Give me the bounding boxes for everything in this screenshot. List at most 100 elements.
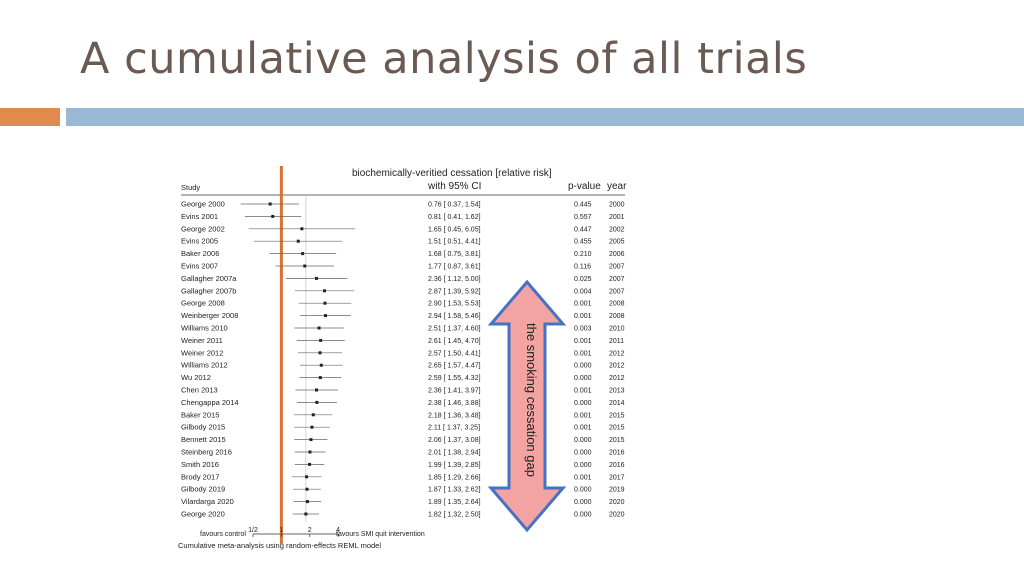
- point-estimate: [315, 388, 319, 392]
- double-arrow-icon: [487, 279, 567, 533]
- slide-title: A cumulative analysis of all trials: [80, 34, 808, 84]
- point-estimate: [315, 400, 319, 404]
- point-estimate: [305, 487, 309, 491]
- year: 2015: [609, 412, 625, 419]
- p-value: 0.000: [574, 499, 592, 506]
- p-value: 0.001: [574, 388, 592, 395]
- forest-row: George 2002 1.65 [ 0.45, 6.05] 0.447 2002: [181, 224, 625, 233]
- study-label: Williams 2010: [181, 324, 228, 333]
- year: 2001: [609, 214, 625, 221]
- p-value: 0.001: [574, 425, 592, 432]
- forest-row: Gilbody 2019 1.87 [ 1.33, 2.62] 0.000 2019: [181, 485, 625, 494]
- forest-row: Weiner 2011 2.61 [ 1.45, 4.70] 0.001 2011: [181, 336, 624, 345]
- forest-row: Gallagher 2007a 2.36 [ 1.12, 5.00] 0.025 20…: [181, 274, 625, 283]
- p-value: 0.000: [574, 512, 592, 519]
- ci-text: 0.81 [ 0.41, 1.62]: [428, 214, 481, 221]
- point-estimate: [308, 462, 312, 466]
- forest-row: Evins 2007 1.77 [ 0.87, 3.61] 0.116 2007: [181, 262, 625, 271]
- forest-row: Vilardarga 2020 1.89 [ 1.35, 2.64] 0.000 20…: [181, 497, 625, 506]
- point-estimate: [323, 301, 327, 305]
- point-estimate: [317, 326, 321, 330]
- study-label: Vilardarga 2020: [181, 497, 234, 506]
- ci-text: 2.36 [ 1.41, 3.97]: [428, 388, 481, 395]
- year: 2014: [609, 400, 625, 407]
- favours-right-label: favours SMI quit intervention: [336, 531, 425, 538]
- forest-row: Weinberger 2008 2.94 [ 1.58, 5.46] 0.001 20…: [181, 311, 625, 320]
- forest-row: Chen 2013 2.36 [ 1.41, 3.97] 0.001 2013: [181, 386, 625, 395]
- pvalue-column-header: p-value: [568, 181, 601, 192]
- study-column-header: Study: [181, 183, 200, 192]
- study-label: Williams 2012: [181, 361, 228, 370]
- ci-text: 2.01 [ 1.38, 2.94]: [428, 450, 481, 457]
- forest-row: Williams 2012 2.65 [ 1.57, 4.47] 0.000 2012: [181, 361, 625, 370]
- point-estimate: [315, 276, 319, 280]
- forest-row: Weiner 2012 2.57 [ 1.50, 4.41] 0.001 2012: [181, 348, 625, 357]
- year: 2008: [609, 301, 625, 308]
- p-value: 0.025: [574, 276, 592, 283]
- year: 2012: [609, 375, 625, 382]
- forest-row: George 2020 1.82 [ 1.32, 2.50] 0.000 2020: [181, 510, 625, 519]
- p-value: 0.000: [574, 363, 592, 370]
- study-label: George 2002: [181, 224, 225, 233]
- ci-text: 2.94 [ 1.58, 5.46]: [428, 313, 481, 320]
- year: 2002: [609, 226, 625, 233]
- point-estimate: [305, 475, 309, 479]
- study-label: Wu 2012: [181, 373, 211, 382]
- chart-subtitle: with 95% CI: [427, 181, 481, 192]
- year: 2012: [609, 363, 625, 370]
- p-value: 0.001: [574, 350, 592, 357]
- ci-text: 1.89 [ 1.35, 2.64]: [428, 499, 481, 506]
- p-value: 0.000: [574, 462, 592, 469]
- ci-text: 2.36 [ 1.12, 5.00]: [428, 276, 481, 283]
- ci-text: 1.65 [ 0.45, 6.05]: [428, 226, 481, 233]
- p-value: 0.000: [574, 437, 592, 444]
- x-tick-label: 2: [308, 527, 312, 534]
- point-estimate: [318, 351, 322, 355]
- point-estimate: [324, 314, 328, 318]
- point-estimate: [301, 252, 305, 256]
- study-label: Evins 2001: [181, 212, 218, 221]
- year: 2010: [609, 326, 625, 333]
- study-label: Gallagher 2007b: [181, 286, 236, 295]
- point-estimate: [323, 289, 327, 293]
- p-value: 0.001: [574, 338, 592, 345]
- point-estimate: [300, 227, 304, 231]
- gap-annotation: the smoking cessation gap: [487, 279, 567, 533]
- ci-text: 2.06 [ 1.37, 3.08]: [428, 437, 481, 444]
- favours-left-label: favours control: [200, 531, 246, 538]
- point-estimate: [268, 202, 272, 206]
- gap-annotation-text: the smoking cessation gap: [524, 323, 539, 477]
- x-axis: 1/2 1 2 4: [248, 527, 340, 537]
- year: 2020: [609, 512, 625, 519]
- point-estimate: [319, 363, 323, 367]
- ci-text: 2.57 [ 1.50, 4.41]: [428, 350, 481, 357]
- ci-text: 2.51 [ 1.37, 4.60]: [428, 326, 481, 333]
- ci-text: 2.59 [ 1.55, 4.32]: [428, 375, 481, 382]
- forest-row: Evins 2005 1.51 [ 0.51, 4.41] 0.455 2005: [181, 237, 625, 246]
- p-value: 0.003: [574, 326, 592, 333]
- x-tick-label: 4: [336, 527, 340, 534]
- accent-bar-blue: [66, 108, 1024, 126]
- year-column-header: year: [607, 181, 627, 192]
- study-label: George 2008: [181, 299, 225, 308]
- ci-text: 2.65 [ 1.57, 4.47]: [428, 363, 481, 370]
- forest-row: Baker 2006 1.68 [ 0.75, 3.81] 0.210 2006: [181, 249, 625, 258]
- p-value: 0.000: [574, 487, 592, 494]
- year: 2005: [609, 239, 625, 246]
- x-tick-label: 1: [279, 527, 283, 534]
- year: 2017: [609, 474, 625, 481]
- study-label: George 2020: [181, 510, 225, 519]
- study-label: Baker 2006: [181, 249, 219, 258]
- p-value: 0.000: [574, 400, 592, 407]
- p-value: 0.116: [574, 264, 591, 271]
- x-tick-label: 1/2: [248, 527, 258, 534]
- study-label: Steinberg 2016: [181, 448, 232, 457]
- p-value: 0.445: [574, 202, 592, 209]
- year: 2011: [609, 338, 624, 345]
- ci-text: 2.87 [ 1.39, 5.92]: [428, 288, 481, 295]
- p-value: 0.557: [574, 214, 592, 221]
- point-estimate: [303, 264, 307, 268]
- study-label: Evins 2007: [181, 262, 218, 271]
- study-label: Chengappa 2014: [181, 398, 239, 407]
- p-value: 0.001: [574, 412, 592, 419]
